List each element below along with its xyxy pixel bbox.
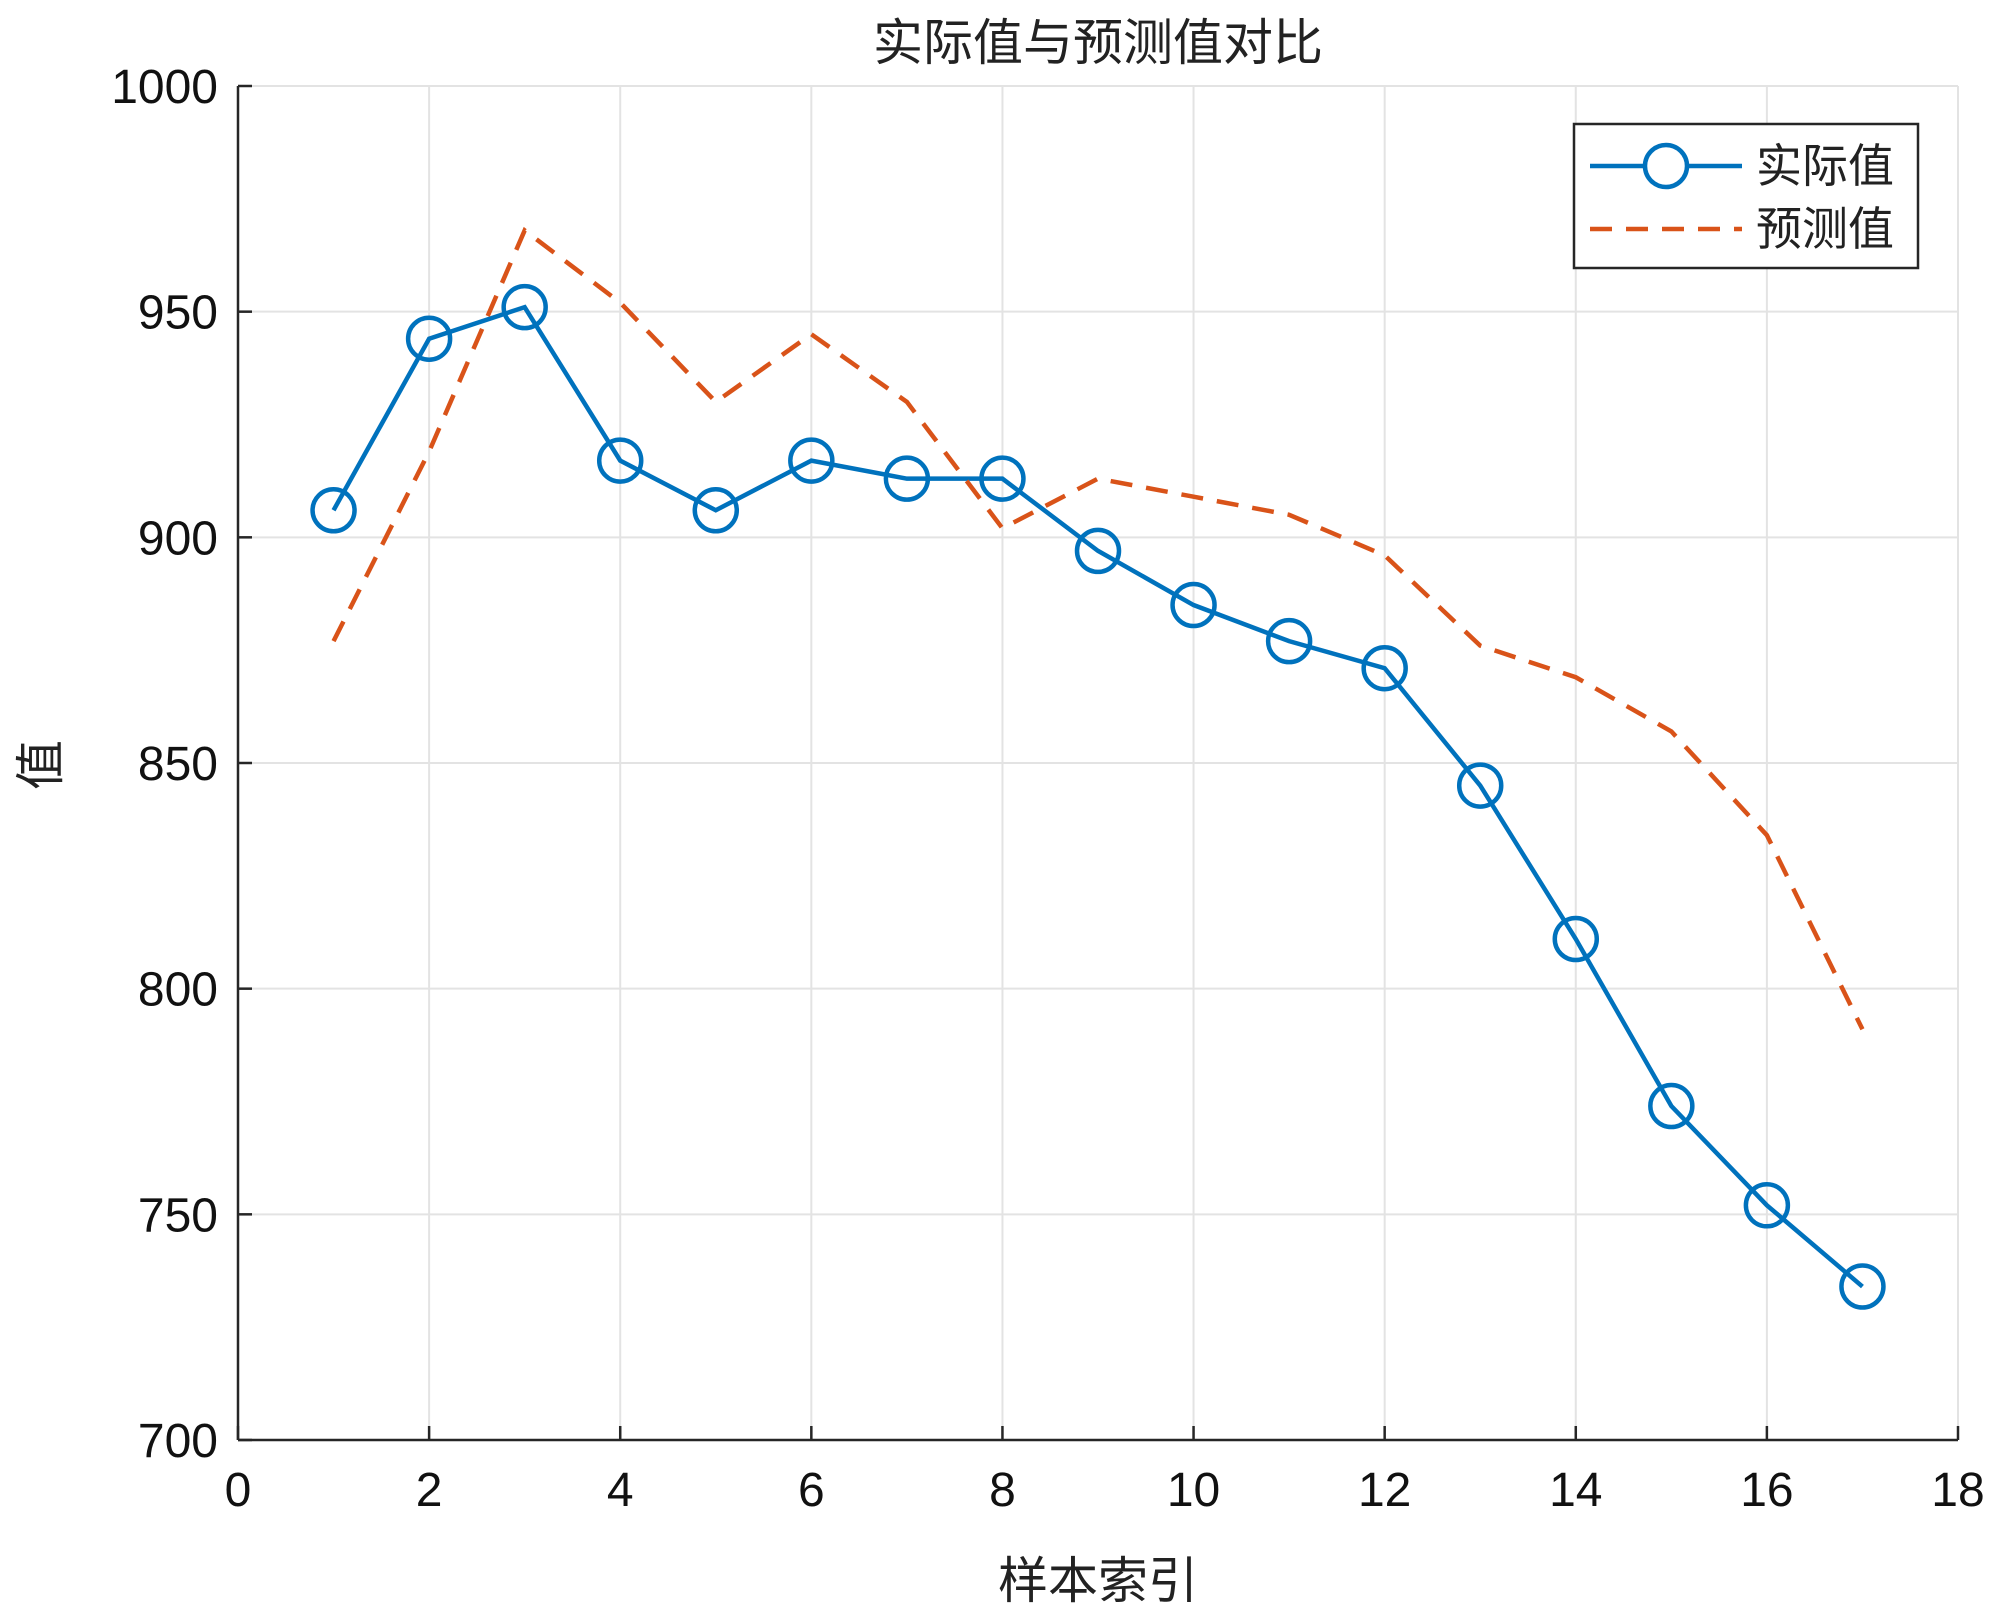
actual-point xyxy=(1361,644,1408,692)
axes xyxy=(236,84,1960,1442)
y-axis-label: 值 xyxy=(12,740,70,790)
actual-line xyxy=(331,304,1864,1289)
y-tick-label: 700 xyxy=(138,1415,218,1468)
actual-point xyxy=(979,455,1026,502)
predicted-line xyxy=(331,226,1865,1031)
x-tick-label: 8 xyxy=(989,1464,1016,1517)
y-tick-label: 1000 xyxy=(111,61,218,114)
legend-label: 预测值 xyxy=(1756,202,1894,256)
legend-marker-actual xyxy=(1642,142,1690,190)
y-tick-label: 950 xyxy=(138,287,218,340)
x-tick-label: 6 xyxy=(798,1464,825,1517)
legend-box xyxy=(1572,122,1920,270)
actual-point xyxy=(788,437,835,484)
y-tick-label: 850 xyxy=(138,738,218,791)
legend-label: 实际值 xyxy=(1756,139,1894,193)
actual-point xyxy=(1074,527,1122,575)
actual-point xyxy=(501,283,548,331)
actual-point xyxy=(310,487,357,534)
x-axis-label: 样本索引 xyxy=(998,1552,1198,1610)
x-tick-label: 14 xyxy=(1549,1464,1602,1517)
actual-point xyxy=(1265,617,1313,665)
actual-point xyxy=(405,315,453,362)
x-tick-label: 2 xyxy=(416,1464,443,1517)
x-tick-label: 16 xyxy=(1740,1464,1793,1517)
actual-point xyxy=(1648,1082,1695,1130)
actual-point xyxy=(1456,762,1504,809)
actual-point xyxy=(883,455,931,502)
series-actual xyxy=(310,283,1886,1310)
actual-point xyxy=(1839,1263,1886,1310)
actual-point xyxy=(1552,915,1600,963)
y-tick-label: 750 xyxy=(138,1189,218,1242)
actual-point xyxy=(596,437,644,484)
x-tick-label: 12 xyxy=(1358,1464,1411,1517)
x-tick-label: 4 xyxy=(607,1464,634,1517)
x-tick-label: 18 xyxy=(1931,1464,1984,1517)
tick-labels: 0 2 4 6 8 10 12 14 16 18 700 750 800 850 900 950 1000 xyxy=(111,61,1984,1517)
y-tick-label: 800 xyxy=(138,964,218,1017)
x-tick-label: 10 xyxy=(1167,1464,1220,1517)
actual-point xyxy=(692,487,740,534)
series xyxy=(310,226,1886,1310)
actual-point xyxy=(1170,581,1217,629)
actual-point xyxy=(1743,1182,1791,1229)
series-predicted xyxy=(331,226,1865,1031)
chart-title: 实际值与预测值对比 xyxy=(873,14,1323,72)
y-tick-label: 900 xyxy=(138,512,218,565)
x-tick-label: 0 xyxy=(225,1464,252,1517)
